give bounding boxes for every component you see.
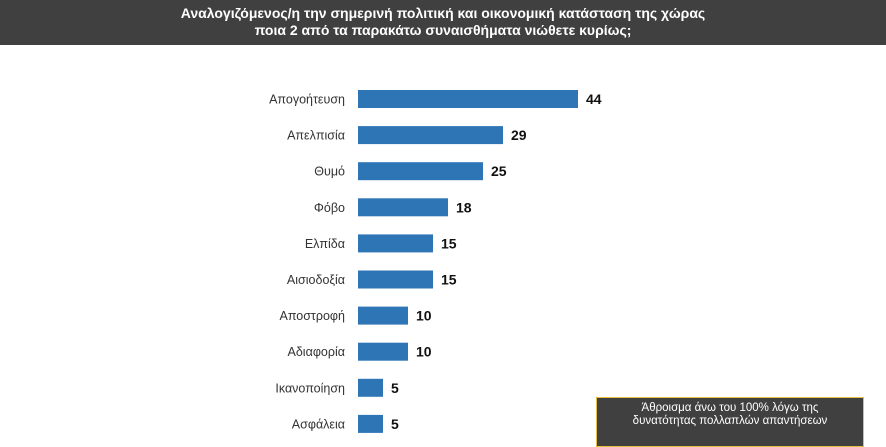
bar xyxy=(358,234,433,253)
note-line-2: δυνατότητας πολλαπλών απαντήσεων xyxy=(632,415,828,427)
bar xyxy=(358,162,483,181)
category-label: Ελπίδα xyxy=(305,237,345,251)
bar xyxy=(358,414,383,433)
note-line-1: Άθροισμα άνω του 100% λόγω της xyxy=(641,402,819,414)
bar xyxy=(358,198,448,217)
data-label: 5 xyxy=(391,380,399,396)
title-line-2: ποια 2 από τα παρακάτω συναισθήματα νιώθ… xyxy=(254,22,632,38)
category-label: Αισιοδοξία xyxy=(287,273,345,287)
category-label: Αδιαφορία xyxy=(288,345,345,359)
bar xyxy=(358,90,578,108)
category-label: Απελπισία xyxy=(287,129,345,143)
bar xyxy=(358,306,408,325)
data-label: 5 xyxy=(391,416,399,432)
bar xyxy=(358,126,503,145)
data-label: 18 xyxy=(456,199,472,215)
data-label: 15 xyxy=(441,235,457,251)
data-label: 25 xyxy=(491,163,507,179)
bar xyxy=(358,270,433,289)
category-label: Ικανοποίηση xyxy=(275,381,345,395)
bar xyxy=(358,342,408,361)
data-label: 29 xyxy=(511,127,527,143)
bar xyxy=(358,378,383,397)
data-label: 15 xyxy=(441,272,457,288)
title-line-1: Αναλογιζόμενος/η την σημερινή πολιτική κ… xyxy=(180,5,706,21)
category-label: Αποστροφή xyxy=(279,309,345,323)
data-label: 44 xyxy=(586,91,602,107)
category-label: Απογοήτευση xyxy=(269,93,345,107)
footnote-box: Άθροισμα άνω του 100% λόγω της δυνατότητ… xyxy=(596,397,864,447)
category-label: Θυμό xyxy=(314,165,345,179)
category-label: Ασφάλεια xyxy=(292,417,345,431)
data-label: 10 xyxy=(416,308,432,324)
data-label: 10 xyxy=(416,344,432,360)
chart-title: Αναλογιζόμενος/η την σημερινή πολιτική κ… xyxy=(0,0,886,45)
category-label: Φόβο xyxy=(314,201,345,215)
